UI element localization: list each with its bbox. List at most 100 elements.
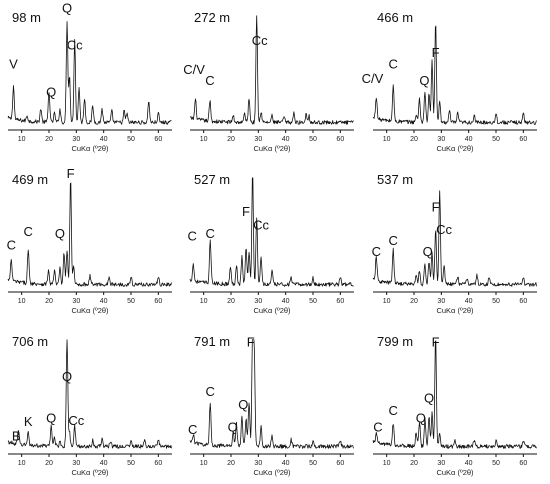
xrd-panel: 10 20 30 40 50 60 CuKα (º2θ) 537 m F Cc CC Q <box>372 172 537 315</box>
peak-label: Cc <box>67 37 83 52</box>
x-axis-label: CuKα (º2θ) <box>253 468 291 477</box>
peak-label: F <box>432 199 440 214</box>
diffraction-trace <box>372 340 537 449</box>
x-tick-label: 10 <box>383 136 391 143</box>
panel-title: 272 m <box>194 10 230 25</box>
x-tick-label: 10 <box>383 460 391 467</box>
x-tick-label: 40 <box>282 136 290 143</box>
peak-label: Q <box>416 411 426 426</box>
peak-label: C <box>206 226 215 241</box>
x-tick-label: 60 <box>519 136 527 143</box>
peak-label: F <box>67 166 75 181</box>
peak-label: Q <box>423 244 433 259</box>
x-tick-label: 60 <box>336 136 344 143</box>
x-tick-label: 40 <box>465 136 473 143</box>
x-axis-label: CuKα (º2θ) <box>71 306 109 315</box>
x-tick-label: 20 <box>45 136 53 143</box>
diffraction-trace <box>189 177 354 287</box>
peak-label: Q <box>424 390 434 405</box>
x-axis-label: CuKα (º2θ) <box>71 144 109 153</box>
panel-title: 527 m <box>194 172 230 187</box>
peak-label: F <box>432 334 440 349</box>
peak-label: Q <box>419 73 429 88</box>
xrd-panel: 10 20 30 40 50 60 CuKα (º2θ) 98 m Q Cc V Q <box>7 0 172 153</box>
x-tick-label: 50 <box>492 298 500 305</box>
peak-label: C/V <box>362 71 384 86</box>
x-tick-label: 50 <box>127 460 135 467</box>
panel-title: 469 m <box>12 172 48 187</box>
x-tick-label: 50 <box>309 460 317 467</box>
x-tick-label: 40 <box>282 460 290 467</box>
diffraction-trace <box>189 15 354 125</box>
peak-label: C <box>24 224 33 239</box>
peak-label: B <box>12 429 21 444</box>
x-tick-label: 40 <box>282 298 290 305</box>
x-tick-label: 50 <box>127 298 135 305</box>
x-tick-label: 10 <box>200 460 208 467</box>
peak-label: Cc <box>436 222 452 237</box>
x-tick-label: 10 <box>383 298 391 305</box>
peak-label: C <box>389 403 398 418</box>
x-tick-label: 40 <box>465 460 473 467</box>
x-tick-label: 40 <box>465 298 473 305</box>
x-tick-label: 50 <box>309 136 317 143</box>
xrd-panel: 10 20 30 40 50 60 CuKα (º2θ) 469 m F C Q C <box>7 166 172 315</box>
peak-label: V <box>9 56 18 71</box>
diffraction-trace <box>189 339 354 449</box>
x-axis-label: CuKα (º2θ) <box>253 144 291 153</box>
x-tick-label: 30 <box>254 460 262 467</box>
x-tick-label: 50 <box>492 136 500 143</box>
x-axis-label: CuKα (º2θ) <box>71 468 109 477</box>
xrd-panel: 10 20 30 40 50 60 CuKα (º2θ) 799 m F Q C Q C <box>372 334 537 477</box>
x-tick-label: 20 <box>410 136 418 143</box>
xrd-panel: 10 20 30 40 50 60 CuKα (º2θ) 272 m Cc C/VC <box>183 10 354 153</box>
x-tick-label: 60 <box>336 460 344 467</box>
diffraction-trace <box>7 182 172 287</box>
x-tick-label: 60 <box>154 298 162 305</box>
x-tick-label: 20 <box>45 298 53 305</box>
diffraction-trace <box>372 25 537 125</box>
panel-title: 466 m <box>377 10 413 25</box>
x-tick-label: 30 <box>72 136 80 143</box>
x-tick-label: 20 <box>227 136 235 143</box>
x-tick-label: 20 <box>227 460 235 467</box>
peak-label: Cc <box>253 217 269 232</box>
peak-label: Q <box>62 0 72 15</box>
xrd-panel: 10 20 30 40 50 60 CuKα (º2θ) 527 m FCc CC <box>187 172 354 315</box>
peak-label: C <box>205 73 214 88</box>
x-tick-label: 20 <box>410 460 418 467</box>
x-tick-label: 30 <box>437 460 445 467</box>
x-tick-label: 60 <box>154 460 162 467</box>
x-tick-label: 30 <box>437 136 445 143</box>
panel-title: 799 m <box>377 334 413 349</box>
xrd-panel: 10 20 30 40 50 60 CuKα (º2θ) 791 m F C QQ C <box>188 334 354 477</box>
x-tick-label: 10 <box>200 298 208 305</box>
peak-label: C <box>389 56 398 71</box>
x-tick-label: 30 <box>254 136 262 143</box>
x-tick-label: 20 <box>227 298 235 305</box>
x-tick-label: 50 <box>127 136 135 143</box>
peak-label: C/V <box>183 62 205 77</box>
x-tick-label: 20 <box>410 298 418 305</box>
diffraction-trace <box>7 339 172 449</box>
peak-label: Cc <box>252 33 268 48</box>
peak-label: Q <box>46 411 56 426</box>
x-tick-label: 30 <box>254 298 262 305</box>
peak-label: C <box>373 420 382 435</box>
x-tick-label: 50 <box>492 460 500 467</box>
peak-label: Q <box>228 420 238 435</box>
diffraction-trace <box>372 190 537 287</box>
peak-label: C <box>206 384 215 399</box>
x-tick-label: 10 <box>18 460 26 467</box>
panel-title: 537 m <box>377 172 413 187</box>
x-tick-label: 60 <box>154 136 162 143</box>
x-tick-label: 10 <box>200 136 208 143</box>
peak-label: F <box>247 334 255 349</box>
x-tick-label: 60 <box>336 298 344 305</box>
x-axis-label: CuKα (º2θ) <box>436 468 474 477</box>
x-tick-label: 60 <box>519 460 527 467</box>
peak-label: Q <box>62 369 72 384</box>
panel-title: 791 m <box>194 334 230 349</box>
x-tick-label: 40 <box>100 460 108 467</box>
